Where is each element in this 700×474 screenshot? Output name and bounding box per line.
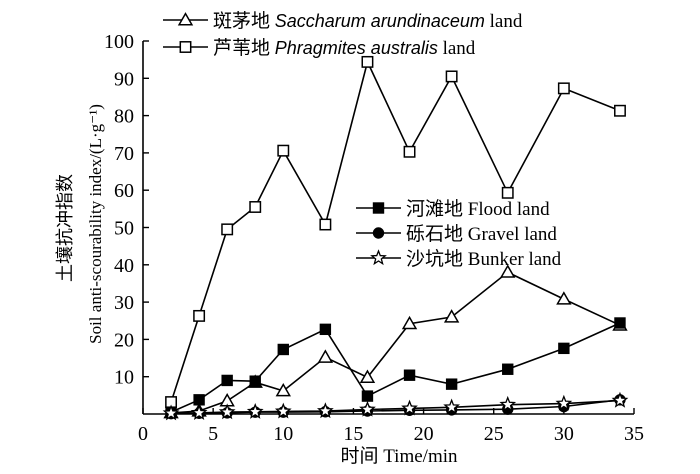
data-point	[221, 223, 234, 236]
legend-marker	[179, 41, 192, 53]
data-point	[317, 349, 334, 363]
y-tick-label: 80	[114, 106, 134, 128]
series-4	[162, 391, 629, 421]
legend-item-3: 砾石地 Gravel land	[356, 223, 557, 245]
data-point	[401, 315, 418, 330]
data-point	[359, 400, 376, 417]
x-axis-label: 时间 Time/min	[340, 445, 458, 467]
legend-marker	[177, 12, 194, 26]
y-tick-label: 40	[114, 255, 134, 277]
y-tick-label: 60	[114, 180, 134, 202]
data-point	[361, 390, 374, 402]
data-point	[319, 323, 332, 336]
data-point	[558, 342, 570, 355]
data-point	[193, 309, 206, 322]
series-lines	[162, 55, 629, 421]
y-tick-label: 90	[114, 68, 134, 90]
legend-item-2: 河滩地 Flood land	[356, 198, 550, 220]
data-point	[275, 382, 291, 397]
series-1	[165, 55, 626, 409]
legend-label: 砾石地 Gravel land	[406, 223, 557, 245]
data-point	[443, 309, 460, 323]
data-point	[611, 391, 629, 408]
data-point	[359, 369, 376, 383]
legend-label: 河滩地 Flood land	[406, 198, 550, 220]
data-point	[614, 104, 626, 117]
data-point	[274, 402, 292, 419]
y-axis-label-en: Soil anti-scourability index/(L·g⁻¹)	[86, 104, 105, 344]
y-tick-label: 70	[114, 143, 134, 165]
data-point	[316, 402, 334, 419]
y-tick-label: 20	[114, 329, 134, 351]
data-point	[193, 394, 205, 406]
data-point	[401, 399, 418, 416]
data-point	[502, 363, 514, 375]
legend: 斑茅地 Saccharum arundinaceum land 芦苇地 Phrag…	[163, 10, 562, 270]
data-point	[249, 375, 261, 387]
x-tick-label: 30	[554, 423, 574, 445]
data-point	[277, 343, 289, 356]
legend-marker	[372, 227, 385, 239]
x-tick-label: 0	[138, 423, 148, 445]
data-point	[246, 402, 264, 419]
data-point	[556, 291, 572, 305]
data-point	[445, 378, 458, 390]
series-line	[170, 59, 621, 403]
legend-item-1: 芦苇地 Phragmites australis land	[163, 37, 476, 59]
data-point	[555, 394, 573, 411]
data-point	[499, 395, 517, 412]
series-2	[165, 317, 626, 418]
data-point	[501, 186, 514, 199]
data-point	[500, 264, 516, 278]
y-tick-label: 100	[104, 31, 134, 53]
legend-label: 斑茅地 Saccharum arundinaceum land	[213, 10, 523, 32]
data-point	[190, 404, 208, 421]
legend-label: 芦苇地 Phragmites australis land	[213, 37, 476, 59]
data-point	[403, 369, 416, 381]
y-tick-label: 30	[114, 292, 134, 314]
series-0	[163, 264, 628, 419]
data-point	[614, 317, 626, 329]
series-line	[170, 322, 621, 413]
legend-marker	[370, 249, 387, 266]
data-point	[277, 144, 290, 157]
data-point	[403, 145, 416, 158]
legend-item-4: 沙坑地 Bunker land	[356, 248, 562, 270]
data-point	[218, 403, 236, 420]
data-point	[162, 404, 180, 421]
data-point	[557, 82, 570, 95]
data-point	[319, 218, 332, 231]
x-tick-label: 25	[484, 423, 504, 445]
series-line	[171, 271, 621, 414]
data-point	[445, 70, 458, 83]
y-tick-label: 50	[114, 218, 134, 240]
y-tick-label: 10	[114, 367, 134, 389]
axes: 0 5 10 15 20 25 30 35 10 20 30 40 50 60 70 80 90 100	[104, 31, 644, 445]
x-tick-label: 5	[208, 423, 218, 445]
y-axis-label-cn: 土壤抗冲指数	[55, 174, 75, 282]
x-tick-label: 20	[414, 423, 434, 445]
x-tick-label: 15	[343, 423, 363, 445]
x-tick-label: 35	[624, 423, 644, 445]
data-point	[361, 55, 374, 68]
x-tick-label: 10	[273, 423, 293, 445]
legend-marker	[372, 202, 385, 214]
series-3	[165, 394, 626, 420]
legend-label: 沙坑地 Bunker land	[406, 248, 562, 270]
data-point	[221, 374, 233, 387]
data-point	[249, 201, 262, 213]
data-point	[443, 398, 461, 415]
legend-item-0: 斑茅地 Saccharum arundinaceum land	[163, 10, 523, 32]
